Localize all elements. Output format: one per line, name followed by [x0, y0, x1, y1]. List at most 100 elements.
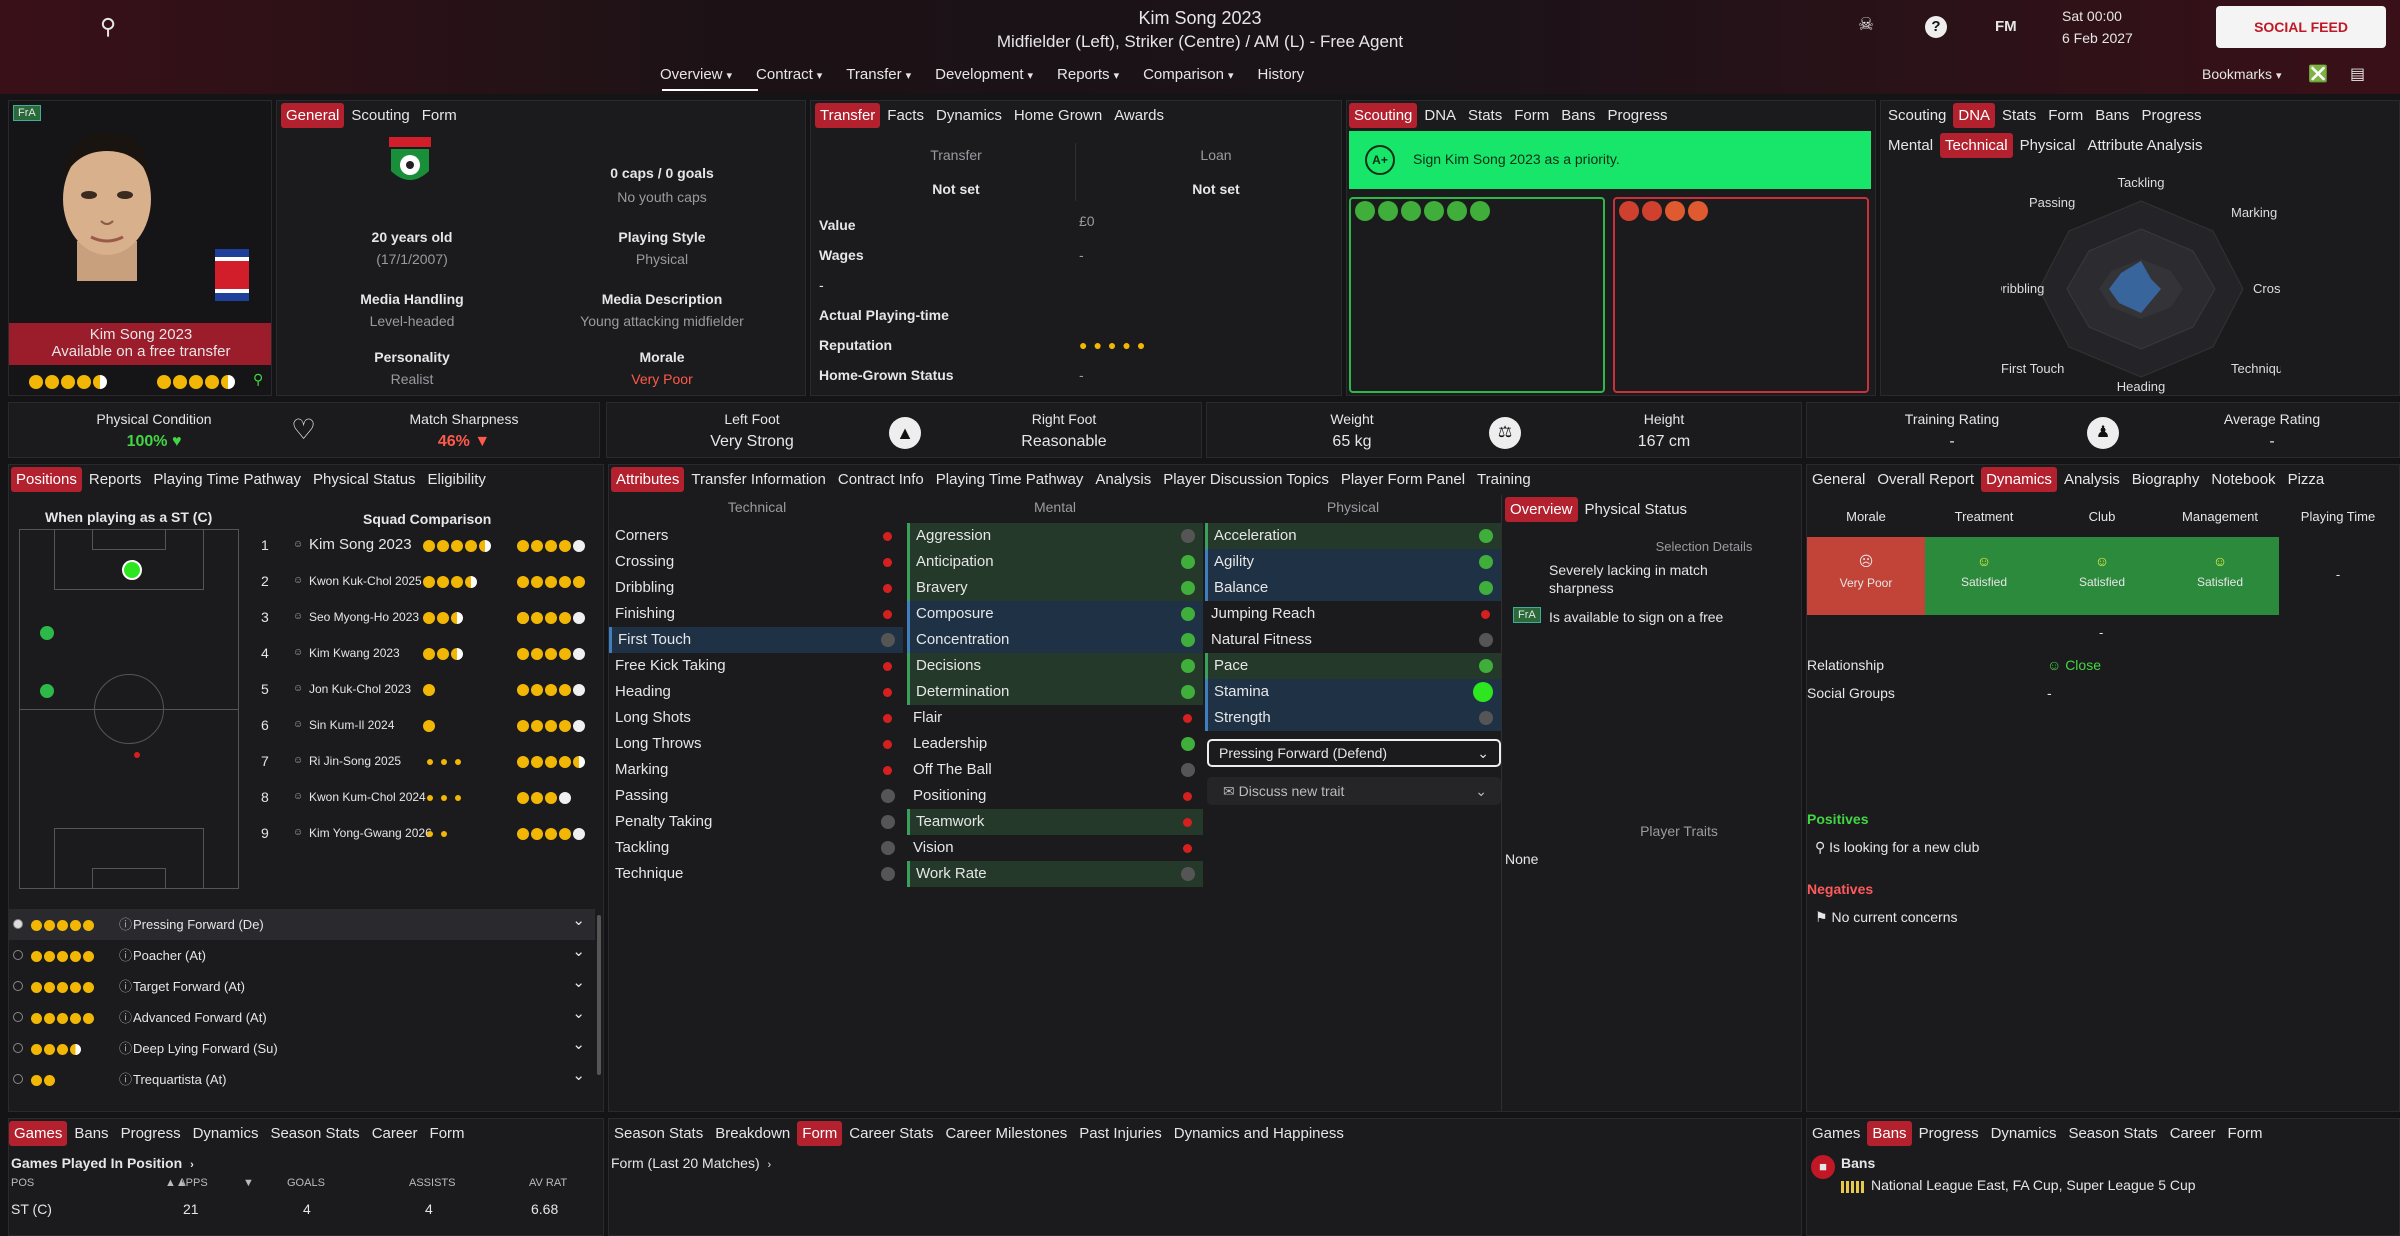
attribute-row[interactable]: Natural Fitness: [1205, 627, 1501, 653]
tab-overall-report[interactable]: Overall Report: [1877, 471, 1975, 488]
tab-stats-dna[interactable]: Stats: [2002, 107, 2037, 124]
tab-dynamics[interactable]: Dynamics: [1981, 467, 2057, 492]
nav-overview[interactable]: Overview ▾: [660, 66, 733, 83]
subtab-technical[interactable]: Technical: [1940, 133, 2013, 158]
tab-career[interactable]: Career: [2169, 1125, 2216, 1142]
attribute-row[interactable]: Bravery: [907, 575, 1203, 601]
tab-dna[interactable]: DNA: [1424, 107, 1457, 124]
tab-playing-time-pathway[interactable]: Playing Time Pathway: [153, 471, 301, 488]
tab-notebook[interactable]: Notebook: [2211, 471, 2276, 488]
nav-comparison[interactable]: Comparison ▾: [1143, 66, 1234, 83]
tab-analysis[interactable]: Analysis: [2063, 471, 2120, 488]
nav-history[interactable]: History: [1257, 66, 1305, 83]
attribute-row[interactable]: Long Throws: [609, 731, 903, 757]
tab-career-stats[interactable]: Career Stats: [849, 1125, 934, 1142]
position-st-marker[interactable]: [122, 560, 142, 580]
tab-bans-dna[interactable]: Bans: [2095, 107, 2130, 124]
role-row[interactable]: ⓘ Trequartista (At) ⌄: [9, 1064, 595, 1095]
attribute-row[interactable]: Composure: [907, 601, 1203, 627]
tab-progress[interactable]: Progress: [120, 1125, 181, 1142]
attribute-row[interactable]: Long Shots: [609, 705, 903, 731]
attribute-row[interactable]: Finishing: [609, 601, 903, 627]
tab-dynamics[interactable]: Dynamics: [935, 107, 1002, 124]
tab-form-scout[interactable]: Form: [1514, 107, 1550, 124]
table-row[interactable]: ST (C) 21 4 4 6.68: [11, 1201, 559, 1217]
roles-scrollbar[interactable]: [597, 915, 601, 1075]
tab-attributes[interactable]: Attributes: [611, 467, 685, 492]
list-item[interactable]: 8 ☺ Kwon Kum-Chol 2024: [249, 779, 589, 815]
tab-breakdown[interactable]: Breakdown: [715, 1125, 791, 1142]
col-av-rat[interactable]: AV RAT: [529, 1177, 568, 1189]
discuss-trait-button[interactable]: ✉ Discuss new trait ⌄: [1207, 777, 1501, 805]
attribute-row[interactable]: Work Rate: [907, 861, 1203, 887]
tab-facts[interactable]: Facts: [887, 107, 924, 124]
attribute-row[interactable]: Dribbling: [609, 575, 903, 601]
col-goals[interactable]: GOALS: [287, 1177, 325, 1189]
tab-bans[interactable]: Bans: [1561, 107, 1596, 124]
paypal-icon[interactable]: ❎: [2308, 66, 2328, 83]
info-icon[interactable]: ⓘ: [119, 979, 133, 994]
tab-career-milestones[interactable]: Career Milestones: [945, 1125, 1068, 1142]
sort-down-icon[interactable]: ▼: [243, 1177, 254, 1189]
tab-dna-active[interactable]: DNA: [1953, 103, 1996, 128]
tab-awards[interactable]: Awards: [1114, 107, 1164, 124]
tab-form[interactable]: Form: [421, 107, 457, 124]
sort-icon[interactable]: ▲▲: [165, 1177, 187, 1189]
list-item[interactable]: 5 ☺ Jon Kuk-Chol 2023: [249, 671, 589, 707]
attribute-row[interactable]: Aggression: [907, 523, 1203, 549]
pitch-diagram[interactable]: [19, 529, 239, 889]
tab-overview[interactable]: Overview: [1505, 497, 1578, 522]
list-item[interactable]: 9 ☺ Kim Yong-Gwang 2026: [249, 815, 589, 851]
tab-physical-status[interactable]: Physical Status: [312, 471, 416, 488]
chevron-down-icon[interactable]: ⌄: [572, 1067, 585, 1084]
attribute-row[interactable]: Anticipation: [907, 549, 1203, 575]
tab-physical-status-2[interactable]: Physical Status: [1584, 501, 1688, 518]
role-row[interactable]: ⓘ Advanced Forward (At) ⌄: [9, 1002, 595, 1033]
attribute-row[interactable]: First Touch: [609, 627, 903, 653]
tab-player-form-panel[interactable]: Player Form Panel: [1340, 471, 1466, 488]
list-item[interactable]: 2 ☺ Kwon Kuk-Chol 2025: [249, 563, 589, 625]
tab-bans[interactable]: Bans: [1867, 1121, 1912, 1146]
attribute-row[interactable]: Agility: [1205, 549, 1501, 575]
tab-scouting-dna[interactable]: Scouting: [1888, 107, 1947, 124]
tab-dynamics-and-happiness[interactable]: Dynamics and Happiness: [1173, 1125, 1344, 1142]
tab-progress[interactable]: Progress: [1607, 107, 1668, 124]
tab-progress[interactable]: Progress: [1918, 1125, 1979, 1142]
social-feed-button[interactable]: SOCIAL FEED: [2216, 6, 2386, 48]
info-icon[interactable]: ⓘ: [119, 1010, 133, 1025]
attribute-row[interactable]: Free Kick Taking: [609, 653, 903, 679]
attribute-row[interactable]: Tackling: [609, 835, 903, 861]
tab-dynamics[interactable]: Dynamics: [192, 1125, 259, 1142]
fm-logo[interactable]: FM: [1995, 18, 2017, 35]
tab-contract-info[interactable]: Contract Info: [837, 471, 924, 488]
attribute-row[interactable]: Technique: [609, 861, 903, 887]
attribute-row[interactable]: Determination: [907, 679, 1203, 705]
tab-player-discussion-topics[interactable]: Player Discussion Topics: [1163, 471, 1329, 488]
subtab-physical[interactable]: Physical: [2019, 137, 2076, 154]
tab-reports[interactable]: Reports: [88, 471, 142, 488]
tab-career[interactable]: Career: [371, 1125, 418, 1142]
tab-playing-time-pathway[interactable]: Playing Time Pathway: [935, 471, 1084, 488]
tab-season-stats[interactable]: Season Stats: [614, 1125, 704, 1142]
tab-scouting[interactable]: Scouting: [351, 107, 410, 124]
info-icon[interactable]: ⓘ: [119, 948, 133, 963]
tab-past-injuries[interactable]: Past Injuries: [1079, 1125, 1162, 1142]
tab-games[interactable]: Games: [9, 1121, 68, 1146]
tab-general[interactable]: General: [1812, 471, 1866, 488]
tab-form[interactable]: Form: [2227, 1125, 2263, 1142]
nav-reports[interactable]: Reports ▾: [1057, 66, 1120, 83]
attribute-row[interactable]: Concentration: [907, 627, 1203, 653]
role-select[interactable]: Pressing Forward (Defend) ⌄: [1207, 739, 1501, 767]
search-icon[interactable]: ⚲: [100, 14, 117, 39]
tab-form[interactable]: Form: [797, 1121, 843, 1146]
role-radio[interactable]: [13, 1012, 23, 1022]
attribute-row[interactable]: Penalty Taking: [609, 809, 903, 835]
attribute-row[interactable]: Off The Ball: [907, 757, 1203, 783]
tab-transfer[interactable]: Transfer: [815, 103, 881, 128]
role-row[interactable]: ⓘ Target Forward (At) ⌄: [9, 971, 595, 1002]
col-apps[interactable]: APPS: [178, 1177, 208, 1189]
tab-pizza[interactable]: Pizza: [2287, 471, 2325, 488]
tab-transfer-information[interactable]: Transfer Information: [691, 471, 826, 488]
attribute-row[interactable]: Positioning: [907, 783, 1203, 809]
tab-analysis[interactable]: Analysis: [1095, 471, 1152, 488]
